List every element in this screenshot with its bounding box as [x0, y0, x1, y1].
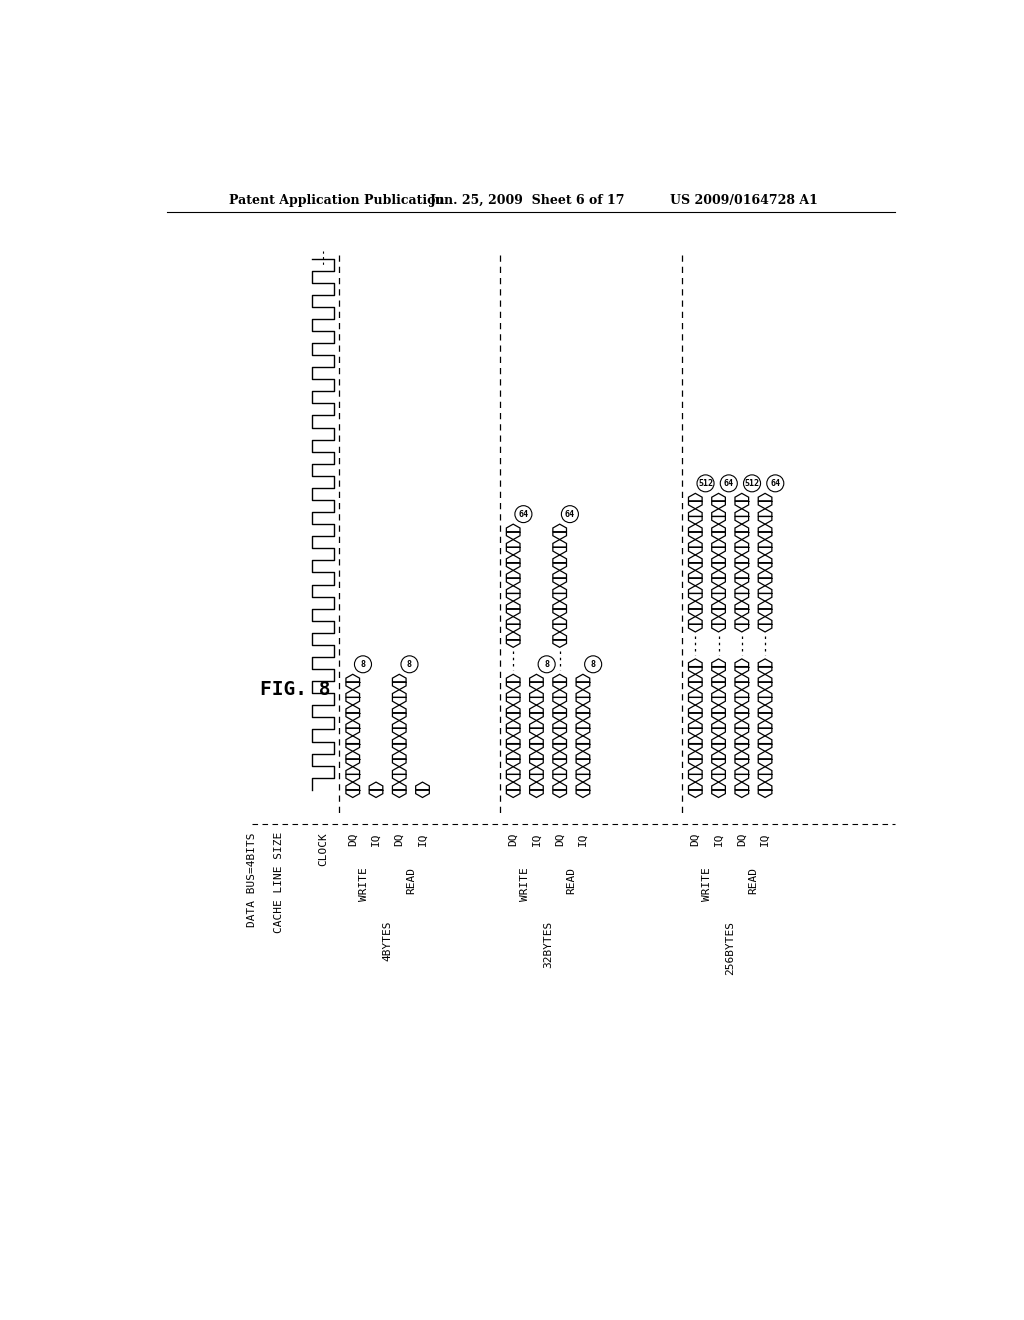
- Text: DATA BUS=4BITS: DATA BUS=4BITS: [247, 832, 257, 927]
- Circle shape: [515, 506, 531, 523]
- Text: DQ: DQ: [690, 832, 700, 846]
- Text: IQ: IQ: [531, 832, 542, 846]
- Text: 8: 8: [360, 660, 366, 669]
- Text: 64: 64: [770, 479, 780, 488]
- Text: WRITE: WRITE: [701, 867, 712, 900]
- Text: IQ: IQ: [578, 832, 588, 846]
- Circle shape: [561, 506, 579, 523]
- Text: WRITE: WRITE: [520, 867, 529, 900]
- Text: DQ: DQ: [555, 832, 564, 846]
- Text: READ: READ: [566, 867, 577, 894]
- Text: 4BYTES: 4BYTES: [383, 921, 392, 961]
- Text: WRITE: WRITE: [359, 867, 370, 900]
- Text: 512: 512: [744, 479, 760, 488]
- Text: IQ: IQ: [371, 832, 381, 846]
- Text: 8: 8: [544, 660, 549, 669]
- Text: 32BYTES: 32BYTES: [543, 921, 553, 968]
- Circle shape: [354, 656, 372, 673]
- Circle shape: [697, 475, 714, 492]
- Circle shape: [401, 656, 418, 673]
- Circle shape: [743, 475, 761, 492]
- Circle shape: [585, 656, 602, 673]
- Text: READ: READ: [749, 867, 759, 894]
- Text: CLOCK: CLOCK: [318, 832, 329, 866]
- Text: 64: 64: [565, 510, 574, 519]
- Text: 64: 64: [518, 510, 528, 519]
- Text: IQ: IQ: [714, 832, 724, 846]
- Text: Jun. 25, 2009  Sheet 6 of 17: Jun. 25, 2009 Sheet 6 of 17: [430, 194, 626, 207]
- Text: CACHE LINE SIZE: CACHE LINE SIZE: [274, 832, 284, 933]
- Text: DQ: DQ: [394, 832, 404, 846]
- Text: FIG. 8: FIG. 8: [260, 680, 331, 700]
- Text: 8: 8: [407, 660, 412, 669]
- Text: READ: READ: [406, 867, 416, 894]
- Text: DQ: DQ: [737, 832, 746, 846]
- Text: IQ: IQ: [760, 832, 770, 846]
- Text: Patent Application Publication: Patent Application Publication: [228, 194, 444, 207]
- Text: 256BYTES: 256BYTES: [725, 921, 735, 974]
- Circle shape: [539, 656, 555, 673]
- Text: 512: 512: [698, 479, 713, 488]
- Circle shape: [720, 475, 737, 492]
- Text: DQ: DQ: [508, 832, 518, 846]
- Text: IQ: IQ: [418, 832, 427, 846]
- Circle shape: [767, 475, 783, 492]
- Text: 64: 64: [724, 479, 734, 488]
- Text: DQ: DQ: [348, 832, 357, 846]
- Text: 8: 8: [591, 660, 596, 669]
- Text: US 2009/0164728 A1: US 2009/0164728 A1: [671, 194, 818, 207]
